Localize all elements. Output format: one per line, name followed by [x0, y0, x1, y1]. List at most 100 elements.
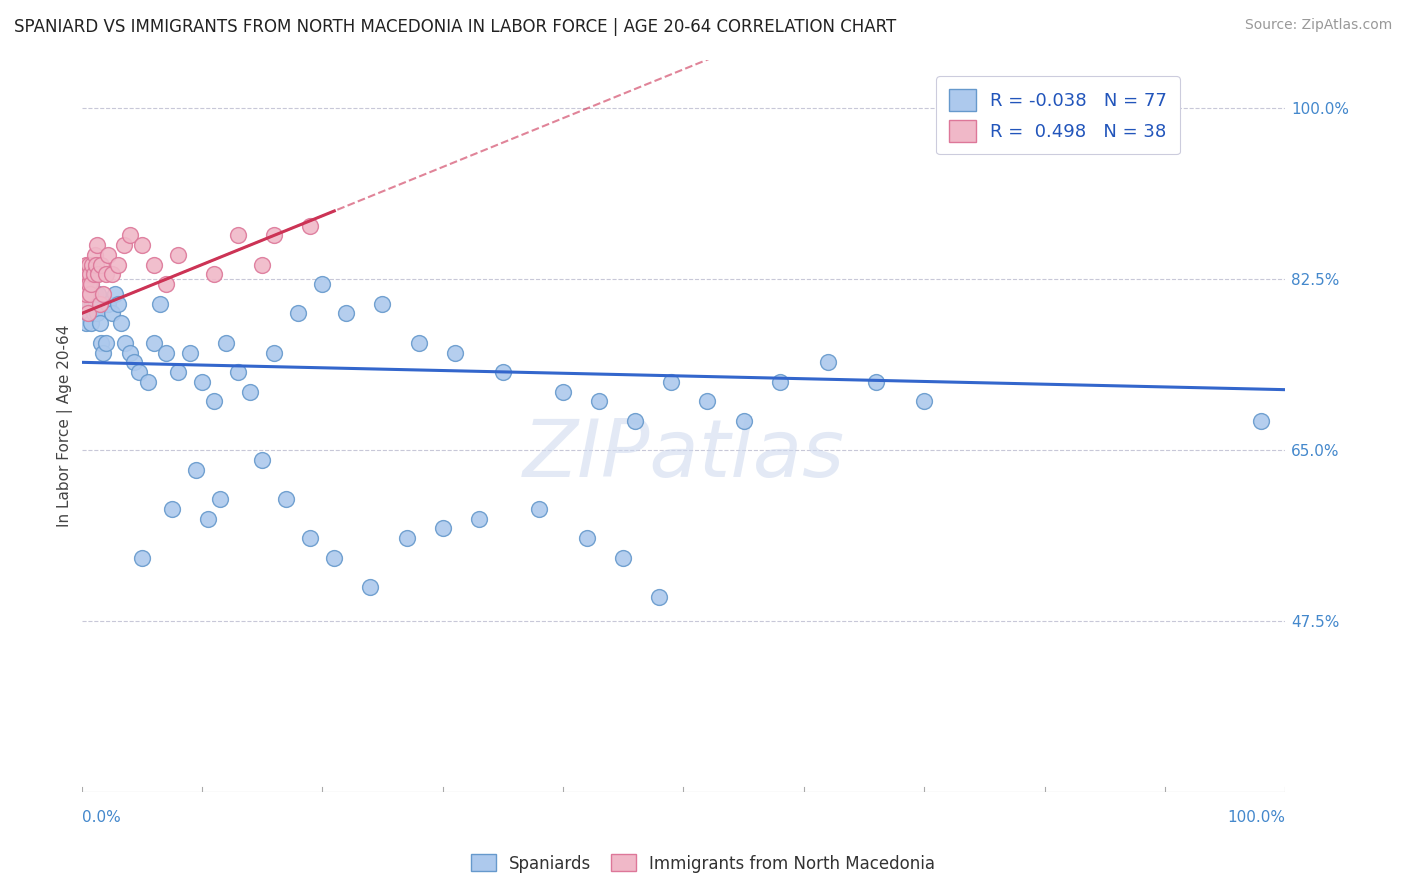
Point — [149, 297, 172, 311]
Y-axis label: In Labor Force | Age 20-64: In Labor Force | Age 20-64 — [58, 325, 73, 527]
Point — [311, 277, 333, 292]
Point — [912, 394, 935, 409]
Point — [91, 345, 114, 359]
Point — [75, 297, 97, 311]
Point — [395, 531, 418, 545]
Point — [86, 306, 108, 320]
Point — [1250, 414, 1272, 428]
Point — [77, 297, 100, 311]
Point — [76, 268, 98, 282]
Point — [432, 521, 454, 535]
Point — [166, 248, 188, 262]
Point — [648, 590, 671, 604]
Point — [107, 297, 129, 311]
Point — [335, 306, 357, 320]
Text: Source: ZipAtlas.com: Source: ZipAtlas.com — [1244, 18, 1392, 32]
Point — [75, 316, 97, 330]
Point — [202, 268, 225, 282]
Point — [733, 414, 755, 428]
Point — [107, 258, 129, 272]
Point — [112, 238, 135, 252]
Point — [89, 316, 111, 330]
Point — [100, 268, 122, 282]
Point — [588, 394, 610, 409]
Point — [226, 228, 249, 243]
Point — [79, 287, 101, 301]
Point — [97, 248, 120, 262]
Point — [276, 491, 298, 506]
Point — [82, 258, 104, 272]
Point — [239, 384, 262, 399]
Point — [184, 463, 207, 477]
Point — [73, 287, 96, 301]
Point — [84, 297, 107, 311]
Point — [166, 365, 188, 379]
Point — [77, 258, 100, 272]
Point — [179, 345, 201, 359]
Point — [817, 355, 839, 369]
Text: SPANIARD VS IMMIGRANTS FROM NORTH MACEDONIA IN LABOR FORCE | AGE 20-64 CORRELATI: SPANIARD VS IMMIGRANTS FROM NORTH MACEDO… — [14, 18, 896, 36]
Point — [527, 501, 550, 516]
Point — [118, 228, 141, 243]
Point — [155, 277, 177, 292]
Point — [128, 365, 150, 379]
Point — [75, 287, 97, 301]
Point — [110, 316, 132, 330]
Point — [75, 297, 97, 311]
Point — [87, 287, 110, 301]
Point — [131, 550, 153, 565]
Point — [114, 335, 136, 350]
Point — [142, 258, 165, 272]
Point — [191, 375, 214, 389]
Point — [94, 335, 117, 350]
Point — [155, 345, 177, 359]
Point — [75, 287, 97, 301]
Point — [76, 306, 98, 320]
Point — [75, 277, 97, 292]
Point — [160, 501, 183, 516]
Point — [73, 268, 96, 282]
Point — [83, 306, 105, 320]
Point — [79, 277, 101, 292]
Point — [89, 297, 111, 311]
Point — [80, 277, 103, 292]
Point — [75, 258, 97, 272]
Point — [91, 287, 114, 301]
Point — [576, 531, 599, 545]
Point — [83, 248, 105, 262]
Point — [197, 511, 219, 525]
Point — [323, 550, 346, 565]
Point — [624, 414, 647, 428]
Point — [263, 345, 285, 359]
Point — [215, 335, 238, 350]
Text: 100.0%: 100.0% — [1227, 810, 1285, 824]
Point — [90, 258, 112, 272]
Point — [250, 258, 273, 272]
Point — [696, 394, 718, 409]
Point — [124, 355, 146, 369]
Point — [551, 384, 574, 399]
Legend: Spaniards, Immigrants from North Macedonia: Spaniards, Immigrants from North Macedon… — [464, 847, 942, 880]
Text: 0.0%: 0.0% — [82, 810, 121, 824]
Text: ZIPatlas: ZIPatlas — [522, 416, 845, 494]
Point — [79, 306, 101, 320]
Point — [769, 375, 792, 389]
Point — [612, 550, 634, 565]
Point — [299, 219, 322, 233]
Point — [226, 365, 249, 379]
Point — [94, 268, 117, 282]
Point — [371, 297, 394, 311]
Point — [79, 268, 101, 282]
Point — [90, 335, 112, 350]
Point — [142, 335, 165, 350]
Point — [80, 316, 103, 330]
Point — [202, 394, 225, 409]
Point — [76, 287, 98, 301]
Legend: R = -0.038   N = 77, R =  0.498   N = 38: R = -0.038 N = 77, R = 0.498 N = 38 — [936, 76, 1180, 154]
Point — [408, 335, 430, 350]
Point — [287, 306, 309, 320]
Point — [97, 297, 120, 311]
Point — [72, 277, 94, 292]
Point — [77, 277, 100, 292]
Point — [250, 453, 273, 467]
